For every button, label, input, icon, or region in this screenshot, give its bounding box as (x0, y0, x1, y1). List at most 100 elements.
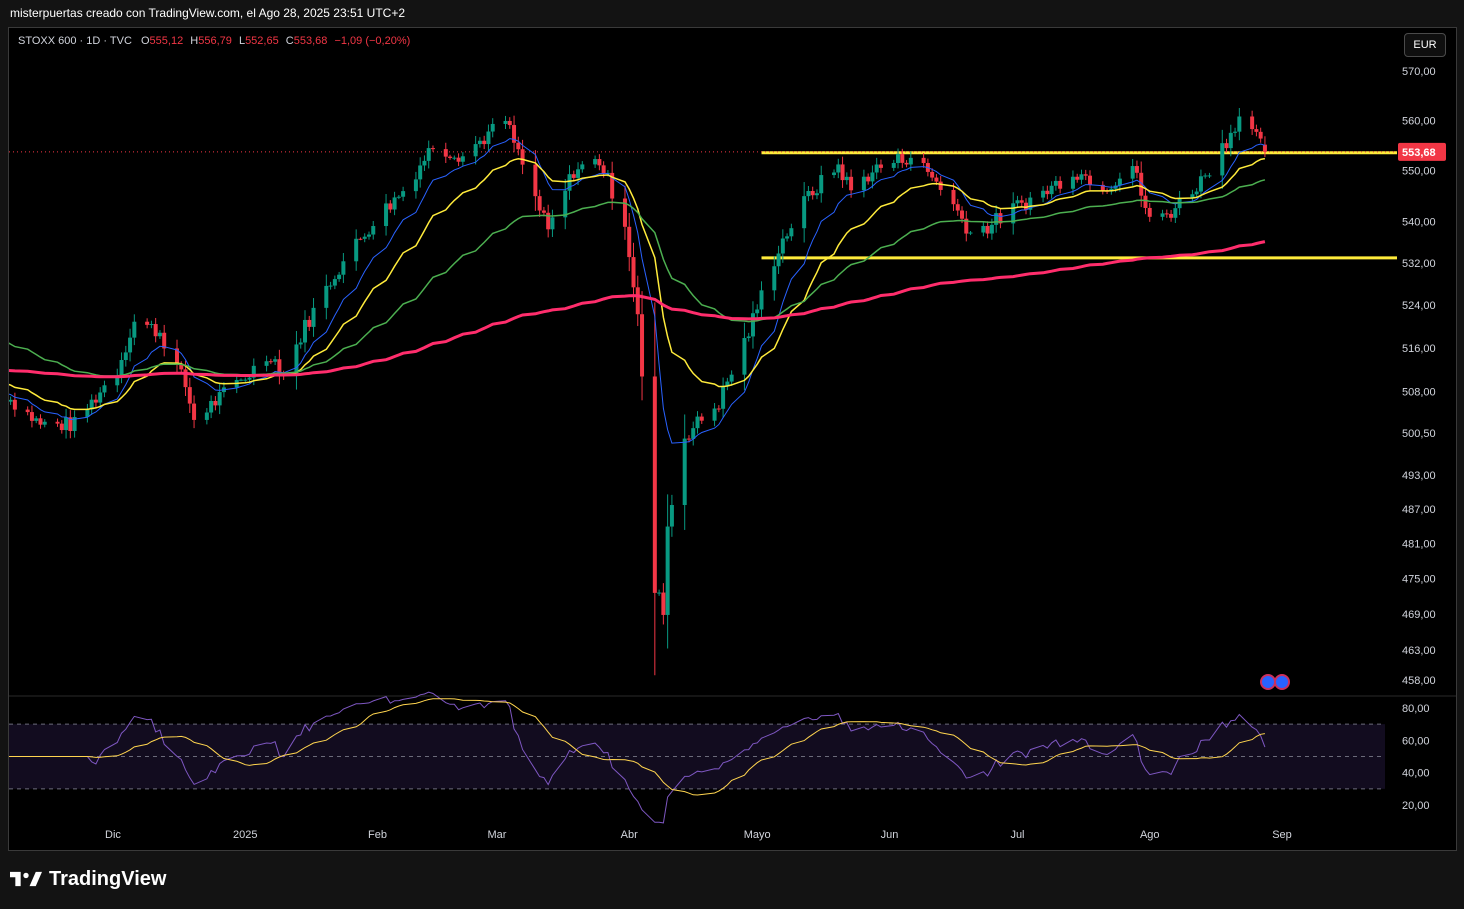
candle-body (930, 171, 935, 178)
candle-body (964, 218, 969, 234)
candle-body (746, 336, 751, 339)
candle-body (601, 165, 606, 174)
candle-body (115, 375, 120, 386)
candle-body (729, 374, 734, 382)
candle-body (209, 400, 214, 413)
candle-body (1088, 175, 1093, 185)
price-tick-label: 532,00 (1402, 258, 1436, 270)
candle-body (1147, 207, 1152, 217)
candle-body (55, 421, 60, 424)
candle-body (1198, 176, 1203, 192)
price-tick-label: 550,00 (1402, 165, 1436, 177)
high-value: 556,79 (198, 35, 232, 47)
candle-body (1224, 143, 1229, 149)
candle-body (1028, 197, 1033, 210)
candle-body (789, 228, 794, 237)
candle-body (1019, 200, 1024, 203)
chart-frame[interactable]: 570,00 560,00 550,00 540,00 532,00 524,00 516,… (8, 27, 1457, 851)
candle-body (861, 176, 866, 191)
candle-body (1164, 213, 1169, 215)
candle-body (384, 203, 389, 227)
candle-body (294, 344, 299, 376)
candle-body (324, 285, 329, 308)
candle-body (934, 177, 939, 182)
candle-body (503, 120, 508, 124)
candle-body (516, 142, 521, 150)
candle-body (806, 191, 811, 197)
low-value: 552,65 (245, 35, 279, 47)
ema-200-line (9, 240, 1266, 379)
candle-body (392, 197, 397, 210)
price-tick-label: 475,00 (1402, 574, 1436, 586)
candle-body (1015, 200, 1020, 204)
candle-body (1049, 185, 1054, 195)
currency-button[interactable]: EUR (1404, 33, 1446, 57)
candle-body (904, 162, 909, 165)
candle-body (268, 361, 273, 363)
candle-body (721, 386, 726, 409)
candle-body (849, 176, 854, 191)
candle-body (938, 181, 943, 190)
candle-body (426, 148, 431, 161)
candle-body (593, 159, 598, 165)
price-tick-label: 508,00 (1402, 387, 1436, 399)
candle-body (1250, 116, 1255, 130)
candle-body (776, 253, 781, 267)
candle-body (1194, 191, 1199, 195)
candle-body (204, 412, 209, 420)
event-markers[interactable] (1260, 674, 1294, 694)
candle-body (486, 131, 491, 145)
candle-body (29, 412, 34, 421)
candle-body (123, 352, 128, 361)
candle-body (755, 309, 760, 314)
candle-body (145, 321, 150, 325)
candle-body (891, 162, 896, 168)
time-tick-label: Mayo (744, 829, 771, 841)
candle-body (9, 399, 13, 402)
candle-body (533, 164, 538, 197)
candle-body (162, 332, 167, 349)
candle-body (878, 164, 883, 168)
candle-body (273, 359, 278, 362)
candle-body (1139, 172, 1144, 196)
candle-body (413, 179, 418, 192)
price-chart[interactable]: 570,00 560,00 550,00 540,00 532,00 524,00 516,… (9, 28, 1456, 850)
candle-body (98, 392, 103, 403)
symbol-name[interactable]: STOXX 600 · 1D · TVC (18, 35, 132, 47)
economic-event-icon[interactable] (1274, 674, 1290, 690)
candle-body (302, 319, 307, 343)
price-tick-label: 487,00 (1402, 504, 1436, 516)
candle-body (665, 526, 670, 615)
close-key: C (285, 35, 294, 47)
candle-body (298, 342, 303, 345)
candle-body (631, 257, 636, 288)
candle-body (217, 392, 222, 406)
candle-body (1258, 131, 1263, 139)
candle-body (691, 428, 696, 439)
candle-body (337, 274, 342, 280)
candle-body (341, 261, 346, 275)
candle-body (153, 324, 158, 337)
candle-body (72, 417, 77, 431)
candle-body (832, 172, 837, 176)
candle-body (712, 408, 717, 421)
rsi-tick-label: 80,00 (1402, 703, 1430, 715)
candle-body (448, 156, 453, 158)
candle-body (1079, 174, 1084, 180)
rsi-ma-line (9, 698, 1265, 796)
candle-body (358, 238, 363, 240)
candle-body (1233, 131, 1238, 133)
brand-footer[interactable]: TradingView (10, 867, 166, 891)
candle-body (213, 400, 218, 406)
price-tick-label: 516,00 (1402, 343, 1436, 355)
candle-body (840, 164, 845, 181)
candle-body (1100, 184, 1105, 191)
candle-body (1220, 143, 1225, 176)
candle-body (238, 379, 243, 381)
rsi-tick-label: 60,00 (1402, 735, 1430, 747)
time-tick-label: Feb (368, 829, 387, 841)
candle-body (149, 324, 154, 326)
candle-body (354, 238, 359, 262)
ema-50-line (9, 179, 1266, 377)
candle-body (597, 159, 602, 166)
